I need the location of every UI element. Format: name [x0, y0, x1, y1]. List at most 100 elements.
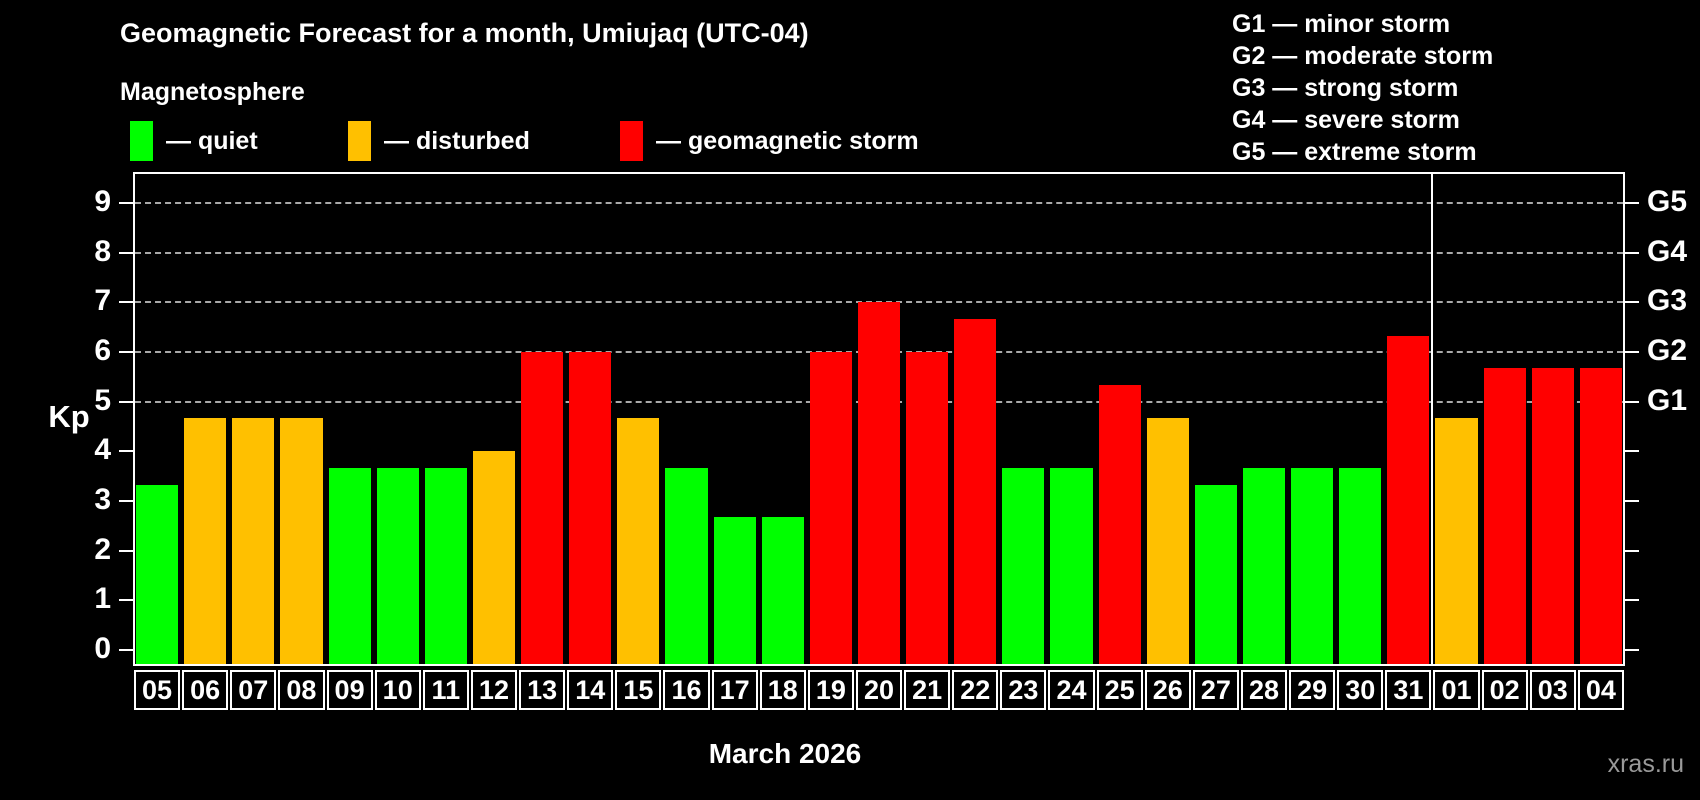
g-scale-legend-line: G2 — moderate storm — [1232, 42, 1494, 70]
day-label-02: 02 — [1481, 670, 1528, 710]
gridline-kp8 — [135, 251, 1623, 254]
day-label-13: 13 — [519, 670, 566, 710]
day-label-20: 20 — [855, 670, 903, 710]
day-label-01: 01 — [1433, 670, 1480, 710]
day-label-06: 06 — [182, 670, 229, 710]
kp-bar-day-17 — [713, 517, 756, 666]
g-axis-tick — [1625, 301, 1639, 304]
y-axis-tick-label: 6 — [94, 334, 111, 368]
day-label-24: 24 — [1048, 670, 1095, 710]
g-axis-label-G1: G1 — [1647, 383, 1688, 417]
kp-bar-day-06 — [184, 418, 227, 666]
y-axis-tick — [119, 599, 133, 602]
kp-bar-day-09 — [328, 467, 371, 666]
y-axis-tick — [119, 450, 133, 453]
day-label-05: 05 — [134, 670, 181, 710]
day-label-30: 30 — [1337, 670, 1384, 710]
y-axis-tick — [119, 301, 133, 304]
month-divider-line — [1431, 172, 1434, 666]
y-axis-tick-label: 7 — [94, 284, 111, 318]
day-label-08: 08 — [278, 670, 325, 710]
legend-label-disturbed: — disturbed — [384, 126, 530, 155]
gridline-kp9 — [135, 202, 1623, 205]
y-axis-tick-label: 0 — [94, 632, 111, 665]
g-scale-legend: G1 — minor storm G2 — moderate storm G3 — … — [1232, 8, 1493, 168]
kp-bar-chart-plot-area — [133, 172, 1625, 666]
kp-bar-day-25 — [1098, 385, 1141, 666]
kp-bar-day-03 — [1531, 368, 1574, 666]
kp-bar-day-15 — [617, 418, 660, 666]
y-axis-tick — [119, 649, 133, 651]
legend-swatch-disturbed-icon — [348, 121, 371, 161]
chart-title: Geomagnetic Forecast for a month, Umiuja… — [120, 18, 809, 48]
day-label-28: 28 — [1240, 670, 1288, 710]
kp-bar-day-26 — [1146, 418, 1189, 666]
kp-bar-day-21 — [906, 352, 949, 666]
g-axis-label-G3: G3 — [1647, 284, 1688, 318]
day-label-22: 22 — [952, 670, 999, 710]
x-axis-title: March 2026 — [708, 738, 862, 769]
g-axis-tick — [1625, 549, 1639, 552]
g-scale-legend-line: G3 — strong storm — [1232, 74, 1459, 102]
kp-bar-day-27 — [1194, 484, 1237, 666]
kp-bar-day-29 — [1291, 467, 1334, 666]
kp-bar-day-20 — [857, 302, 901, 666]
legend-item-quiet: — quiet — [130, 120, 258, 162]
day-label-12: 12 — [470, 670, 518, 710]
g-axis-label-G5: G5 — [1647, 185, 1688, 219]
legend-swatch-storm-icon — [620, 121, 643, 161]
g-axis-tick — [1625, 400, 1639, 403]
watermark: xras.ru — [1607, 750, 1684, 778]
kp-bar-day-07 — [232, 418, 275, 666]
kp-bar-day-11 — [424, 467, 467, 666]
y-axis-tick — [119, 202, 133, 205]
g-axis-tick — [1625, 599, 1639, 602]
kp-bar-day-30 — [1339, 467, 1382, 666]
y-axis-tick-label: 1 — [94, 582, 111, 616]
day-label-27: 27 — [1192, 670, 1239, 710]
legend-item-disturbed: — disturbed — [348, 120, 530, 162]
g-axis-tick — [1625, 450, 1639, 453]
kp-bar-day-14 — [569, 352, 612, 666]
kp-bar-day-31 — [1387, 335, 1430, 666]
day-label-17: 17 — [711, 670, 758, 710]
y-axis-tick-label: 8 — [94, 234, 111, 268]
kp-bar-day-08 — [280, 418, 323, 666]
kp-bar-day-23 — [1002, 467, 1045, 666]
y-axis-tick-label: 2 — [94, 532, 111, 566]
day-label-04: 04 — [1577, 670, 1624, 710]
y-axis-tick-label: 3 — [94, 483, 111, 517]
day-label-10: 10 — [374, 670, 421, 710]
kp-bar-day-10 — [376, 467, 419, 666]
kp-bar-day-01 — [1435, 418, 1478, 666]
y-axis-tick — [119, 549, 133, 552]
kp-bar-day-13 — [521, 352, 564, 666]
g-axis-tick — [1625, 500, 1639, 503]
day-label-09: 09 — [326, 670, 373, 710]
kp-bar-day-22 — [954, 318, 997, 666]
day-label-21: 21 — [904, 670, 951, 710]
legend-label-quiet: — quiet — [166, 126, 258, 155]
g-axis-tick — [1625, 649, 1639, 651]
g-axis-tick — [1625, 202, 1639, 205]
day-label-18: 18 — [759, 670, 806, 710]
kp-bar-day-12 — [472, 451, 516, 666]
g-scale-legend-line: G1 — minor storm — [1232, 10, 1451, 38]
g-axis-tick — [1625, 251, 1639, 254]
day-label-14: 14 — [567, 670, 614, 710]
kp-bar-day-16 — [665, 467, 708, 666]
y-axis-tick — [119, 251, 133, 254]
y-axis-tick — [119, 351, 133, 354]
legend-label-storm: — geomagnetic storm — [656, 126, 919, 155]
day-label-31: 31 — [1385, 670, 1432, 710]
day-label-23: 23 — [1000, 670, 1047, 710]
legend-item-storm: — geomagnetic storm — [620, 120, 919, 162]
y-axis-title: Kp — [48, 398, 90, 434]
kp-bar-day-05 — [136, 484, 179, 666]
y-axis-tick-label: 4 — [94, 433, 111, 467]
kp-bar-day-28 — [1242, 467, 1286, 666]
day-label-15: 15 — [615, 670, 662, 710]
day-label-07: 07 — [230, 670, 277, 710]
chart-subtitle: Magnetosphere — [120, 78, 305, 106]
kp-bar-day-18 — [761, 517, 804, 666]
